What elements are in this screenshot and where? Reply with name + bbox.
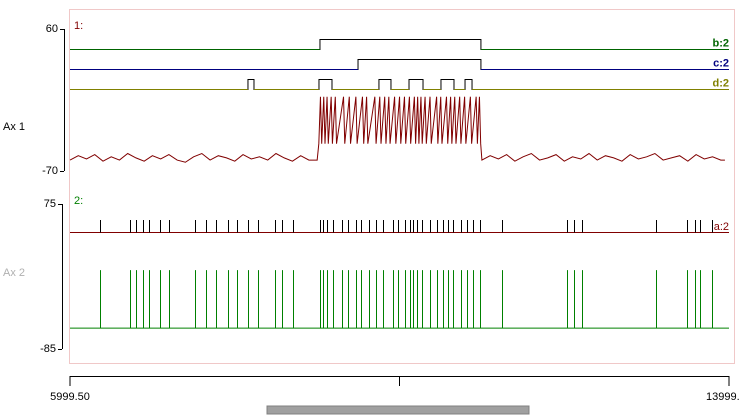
axis-label: Ax 1: [3, 121, 25, 133]
trace-label: b:2: [713, 37, 730, 49]
trace-label: d:2: [713, 77, 730, 89]
panel-index: 1:: [74, 20, 83, 32]
y-tick-label: 60: [46, 23, 58, 35]
plot-frame: [69, 9, 735, 364]
digital-trace: [70, 59, 729, 70]
y-tick-label: 75: [44, 198, 56, 210]
panel-index: 2:: [74, 195, 83, 207]
trace-label: a:2: [714, 221, 729, 233]
x-tick-label: 5999.50: [50, 391, 90, 403]
axis-label: Ax 2: [3, 267, 25, 279]
digital-trace: [70, 39, 729, 50]
y-tick-label: -85: [40, 343, 56, 355]
digital-trace: [70, 79, 729, 90]
scrollbar[interactable]: [266, 405, 530, 415]
voltage-trace: [69, 96, 725, 163]
y-tick-label: -70: [42, 165, 58, 177]
x-tick-label: 13999.50: [706, 391, 739, 403]
trace-label: c:2: [713, 57, 729, 69]
